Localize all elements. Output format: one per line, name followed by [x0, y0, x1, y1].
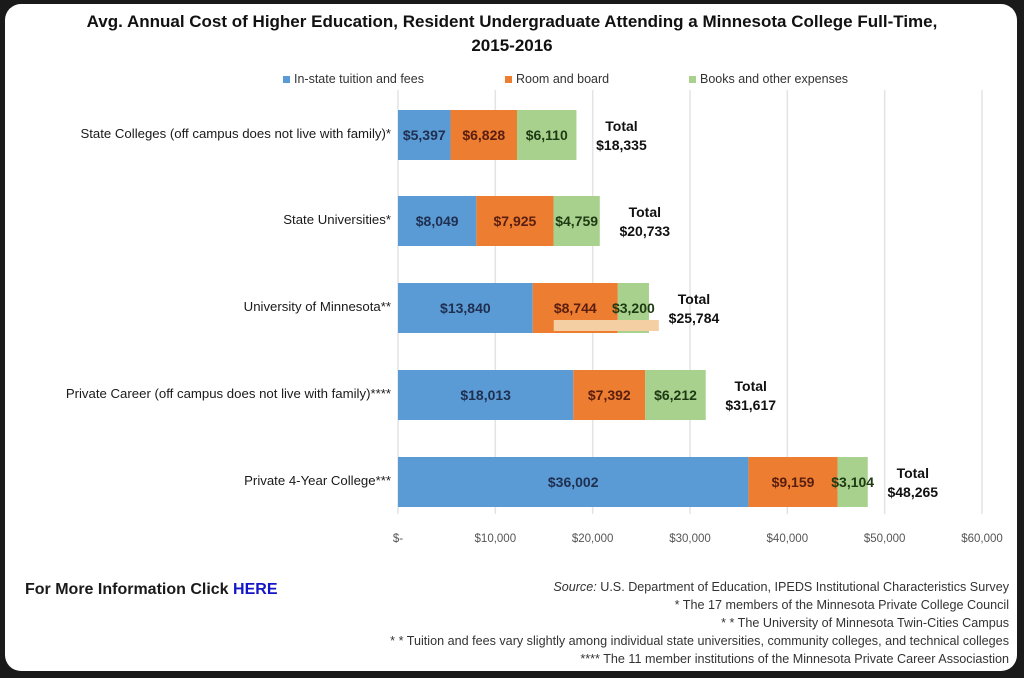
plot-area: $5,397 $6,828 $6,110 Total $18,335 $8,049 $7,9…	[393, 90, 1003, 545]
footnote: * The 17 members of the Minnesota Privat…	[674, 598, 1009, 612]
bar-segment	[398, 370, 574, 420]
legend-label-tuition: In-state tuition and fees	[294, 72, 424, 86]
chart-title-line1: Avg. Annual Cost of Higher Education, Re…	[86, 12, 938, 31]
total-prefix: Total	[735, 378, 767, 394]
segment-label: $3,104	[831, 474, 874, 490]
bar-segment	[837, 457, 868, 507]
segment-label: $8,049	[416, 213, 459, 229]
chart-panel: Avg. Annual Cost of Higher Education, Re…	[5, 4, 1017, 671]
legend-item-tuition: In-state tuition and fees	[283, 72, 424, 86]
segment-label: $36,002	[548, 474, 599, 490]
total-prefix: Total	[629, 204, 661, 220]
segment-label: $13,840	[440, 300, 491, 316]
bar-segment	[645, 370, 706, 420]
total-prefix: Total	[678, 291, 710, 307]
segment-label: $7,392	[588, 387, 631, 403]
source-label: Source:	[553, 580, 597, 594]
category-label: Private 4-Year College***	[244, 473, 391, 488]
x-tick-label: $40,000	[767, 533, 809, 545]
source-text: U.S. Department of Education, IPEDS Inst…	[596, 580, 1009, 594]
footnotes: Source: U.S. Department of Education, IP…	[390, 578, 1009, 668]
x-tick-labels: $- $10,000 $20,000 $30,000 $40,000 $50,000 $60…	[393, 533, 1003, 545]
segment-label: $5,397	[403, 127, 446, 143]
more-info-link[interactable]: HERE	[233, 581, 278, 598]
segment-label: $18,013	[460, 387, 511, 403]
bars: $5,397 $6,828 $6,110 Total $18,335 $8,049 $7,9…	[398, 110, 938, 507]
bar-segment	[398, 110, 451, 160]
segment-label: $8,744	[554, 300, 597, 316]
bar-segment	[398, 457, 749, 507]
chart-title-line2: 2015-2016	[471, 36, 553, 55]
total-value: $20,733	[619, 223, 670, 239]
x-tick-label: $50,000	[864, 533, 906, 545]
bar-segment	[573, 370, 646, 420]
total-prefix: Total	[605, 118, 637, 134]
footnote: * * Tuition and fees vary slightly among…	[390, 634, 1009, 648]
legend-item-room: Room and board	[505, 72, 609, 86]
source-line: Source: U.S. Department of Education, IP…	[390, 578, 1009, 596]
segment-label: $6,110	[526, 127, 568, 143]
segment-label: $4,759	[555, 213, 598, 229]
legend-item-books: Books and other expenses	[689, 72, 848, 86]
more-info-text: For More Information Click	[25, 581, 229, 598]
bar-segment	[398, 196, 477, 246]
x-tick-label: $20,000	[572, 533, 614, 545]
bar-segment	[450, 110, 517, 160]
footnote: **** The 11 member institutions of the M…	[580, 652, 1009, 666]
x-tick-label: $10,000	[475, 533, 517, 545]
bar-segment	[516, 110, 577, 160]
legend: In-state tuition and fees Room and board…	[5, 72, 1017, 90]
total-value: $25,784	[669, 310, 720, 326]
x-tick-label: $60,000	[961, 533, 1003, 545]
x-tick-label: $30,000	[669, 533, 711, 545]
category-label: State Colleges (off campus does not live…	[80, 126, 391, 141]
total-value: $18,335	[596, 137, 647, 153]
x-tick-label: $-	[393, 533, 403, 545]
total-value: $48,265	[887, 484, 938, 500]
segment-label: $6,212	[654, 387, 697, 403]
category-label: State Universities*	[283, 212, 391, 227]
chart-title: Avg. Annual Cost of Higher Education, Re…	[5, 10, 1017, 58]
total-value: $31,617	[725, 397, 776, 413]
legend-label-books: Books and other expenses	[700, 72, 849, 86]
overlay-artifact	[553, 320, 659, 331]
segment-label: $7,925	[493, 213, 536, 229]
more-info: For More Information Click HERE	[25, 581, 277, 599]
category-label: Private Career (off campus does not live…	[65, 386, 391, 401]
bar-segment	[476, 196, 554, 246]
segment-label: $6,828	[462, 127, 505, 143]
bar-segment	[748, 457, 838, 507]
legend-label-room: Room and board	[516, 72, 610, 86]
legend-swatch-books	[689, 75, 696, 83]
bar-segment	[398, 283, 533, 333]
segment-label: $3,200	[612, 300, 655, 316]
segment-label: $9,159	[772, 474, 815, 490]
footnote: * * The University of Minnesota Twin-Cit…	[721, 616, 1009, 630]
category-label: University of Minnesota**	[243, 299, 391, 314]
legend-swatch-room	[505, 75, 512, 83]
legend-swatch-tuition	[283, 75, 290, 83]
bar-segment	[553, 196, 600, 246]
total-prefix: Total	[897, 465, 929, 481]
